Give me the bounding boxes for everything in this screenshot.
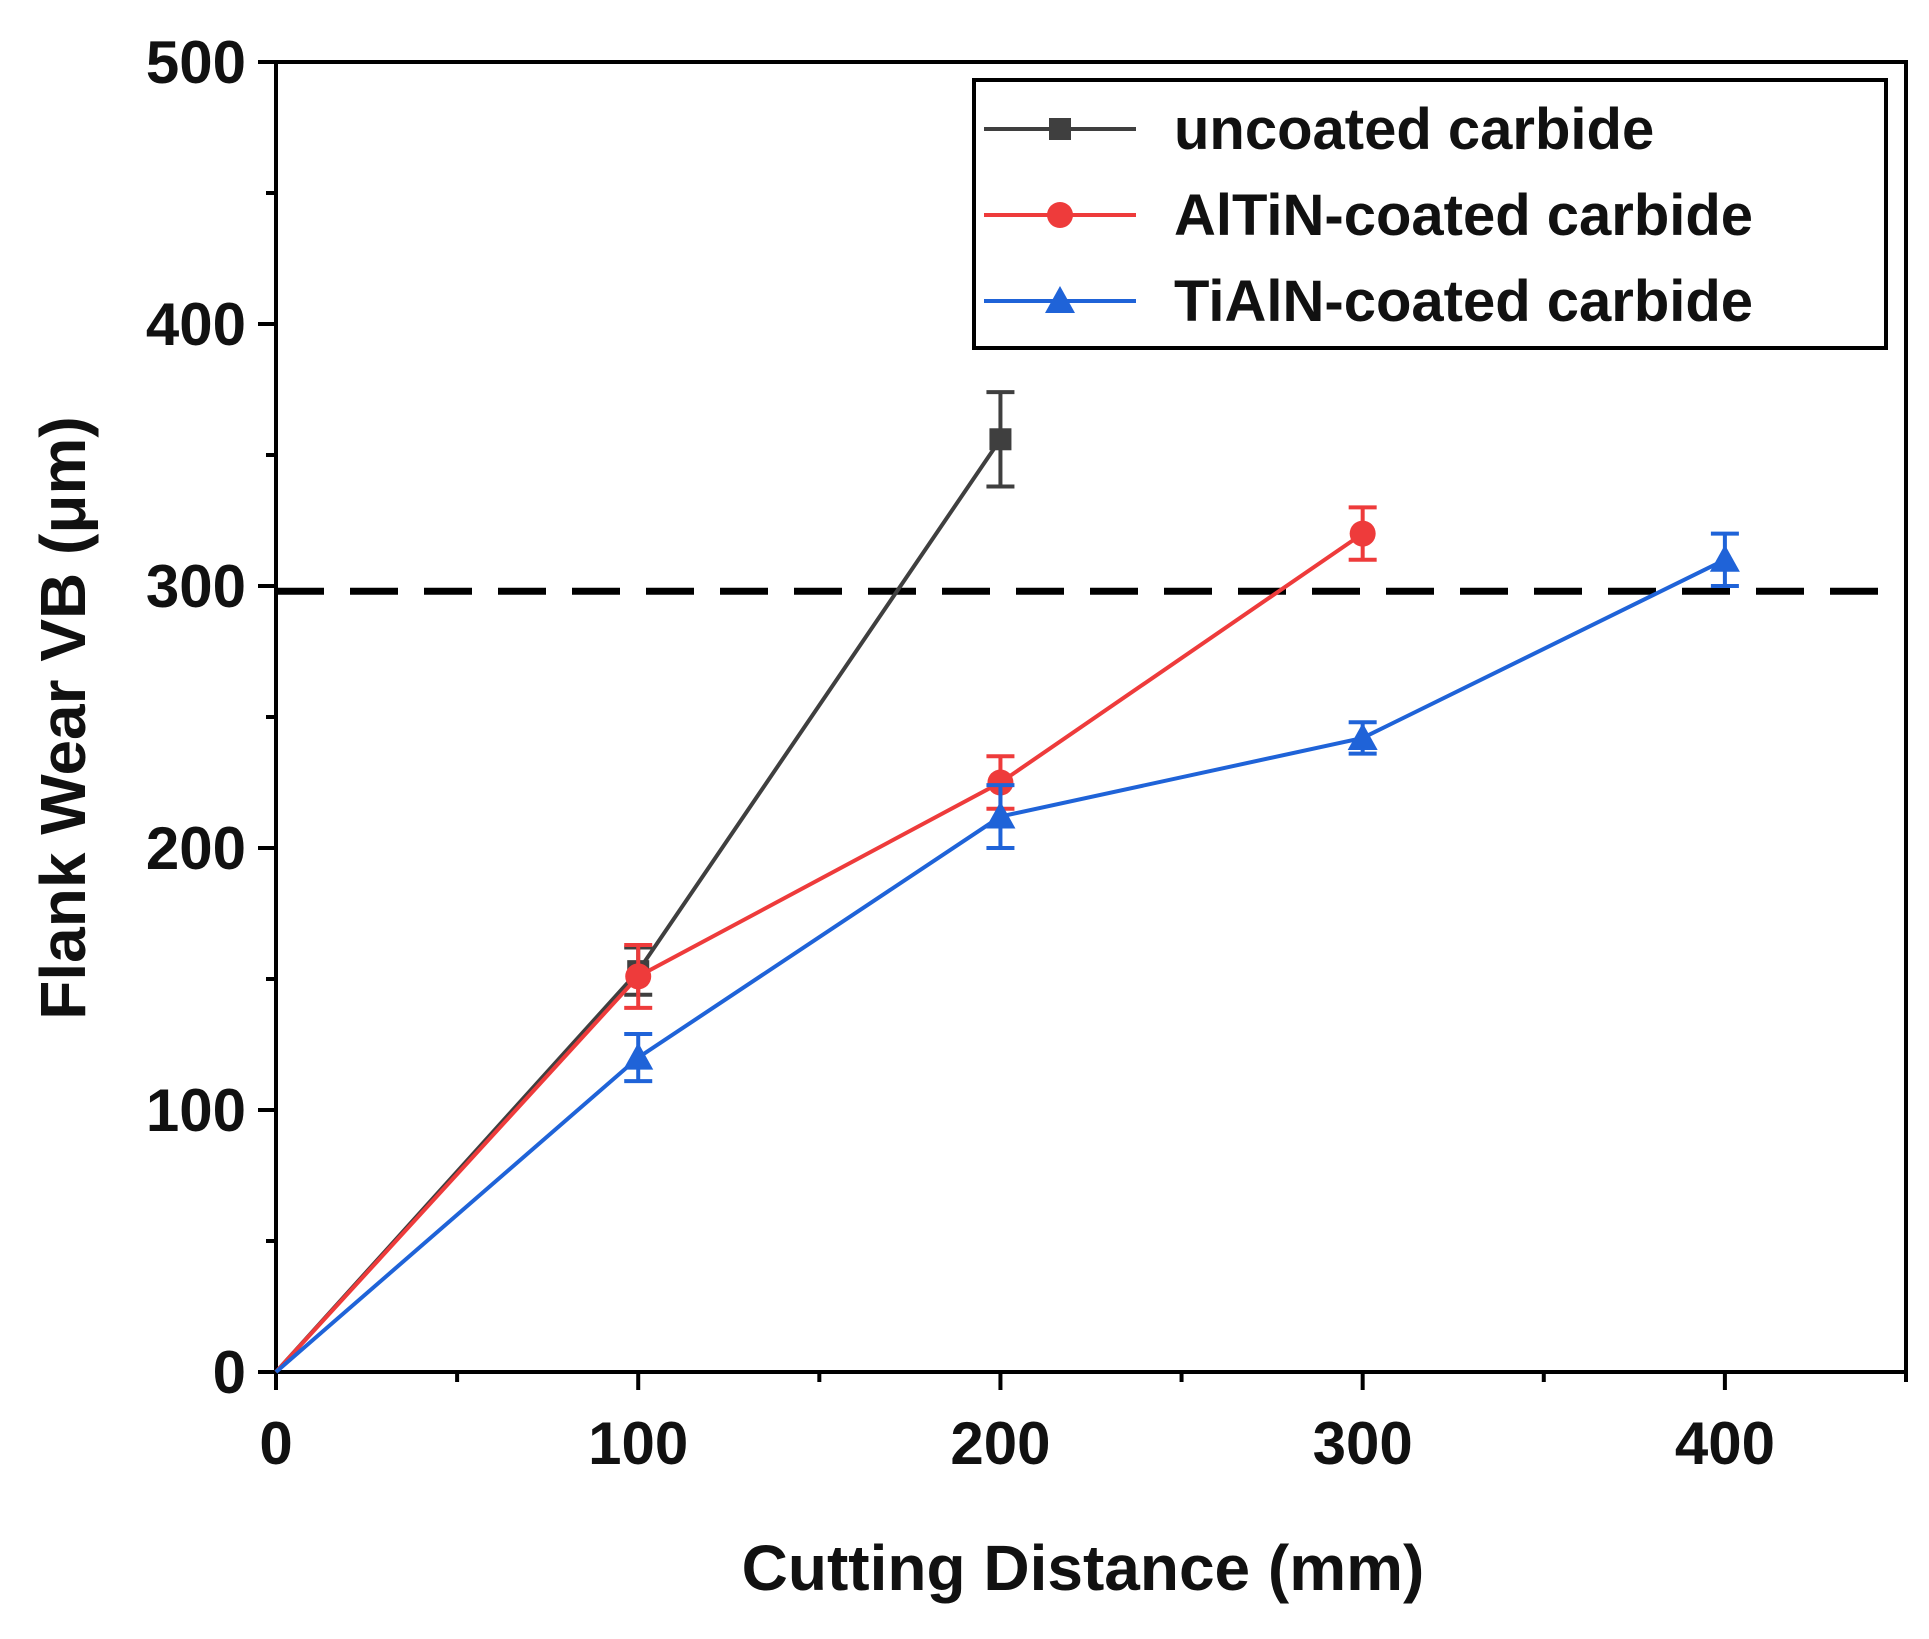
y-axis-title: Flank Wear VB (μm) [27, 416, 99, 1019]
y-tick-label: 100 [146, 1077, 246, 1144]
y-tick-label: 0 [213, 1339, 246, 1406]
series-line [274, 558, 1726, 1374]
x-tick-label: 300 [1313, 1410, 1413, 1477]
data-point [1709, 544, 1740, 572]
legend-label: TiAlN-coated carbide [1174, 269, 1753, 334]
series-triangle [274, 531, 1740, 1374]
x-tick-label: 0 [259, 1410, 292, 1477]
y-tick-label: 400 [146, 291, 246, 358]
data-point [989, 428, 1012, 451]
legend-marker [1049, 118, 1071, 140]
data-point [987, 769, 1014, 796]
x-axis-title: Cutting Distance (mm) [742, 1532, 1425, 1604]
data-point [985, 801, 1016, 829]
data-point [623, 1042, 654, 1070]
data-point [1349, 520, 1376, 547]
y-tick-label: 500 [146, 29, 246, 96]
data-point [1347, 722, 1378, 750]
series-line [274, 531, 1364, 1374]
series-line [274, 438, 1003, 1374]
legend-marker [1045, 286, 1075, 313]
legend-marker [1047, 202, 1073, 228]
x-tick-label: 100 [588, 1410, 688, 1477]
series-circle [274, 505, 1377, 1374]
y-tick-label: 300 [146, 553, 246, 620]
legend-label: AlTiN-coated carbide [1174, 183, 1753, 248]
y-tick-label: 200 [146, 815, 246, 882]
x-tick-label: 200 [950, 1410, 1050, 1477]
data-point [625, 963, 652, 990]
legend-label: uncoated carbide [1174, 97, 1654, 162]
x-tick-label: 400 [1675, 1410, 1775, 1477]
